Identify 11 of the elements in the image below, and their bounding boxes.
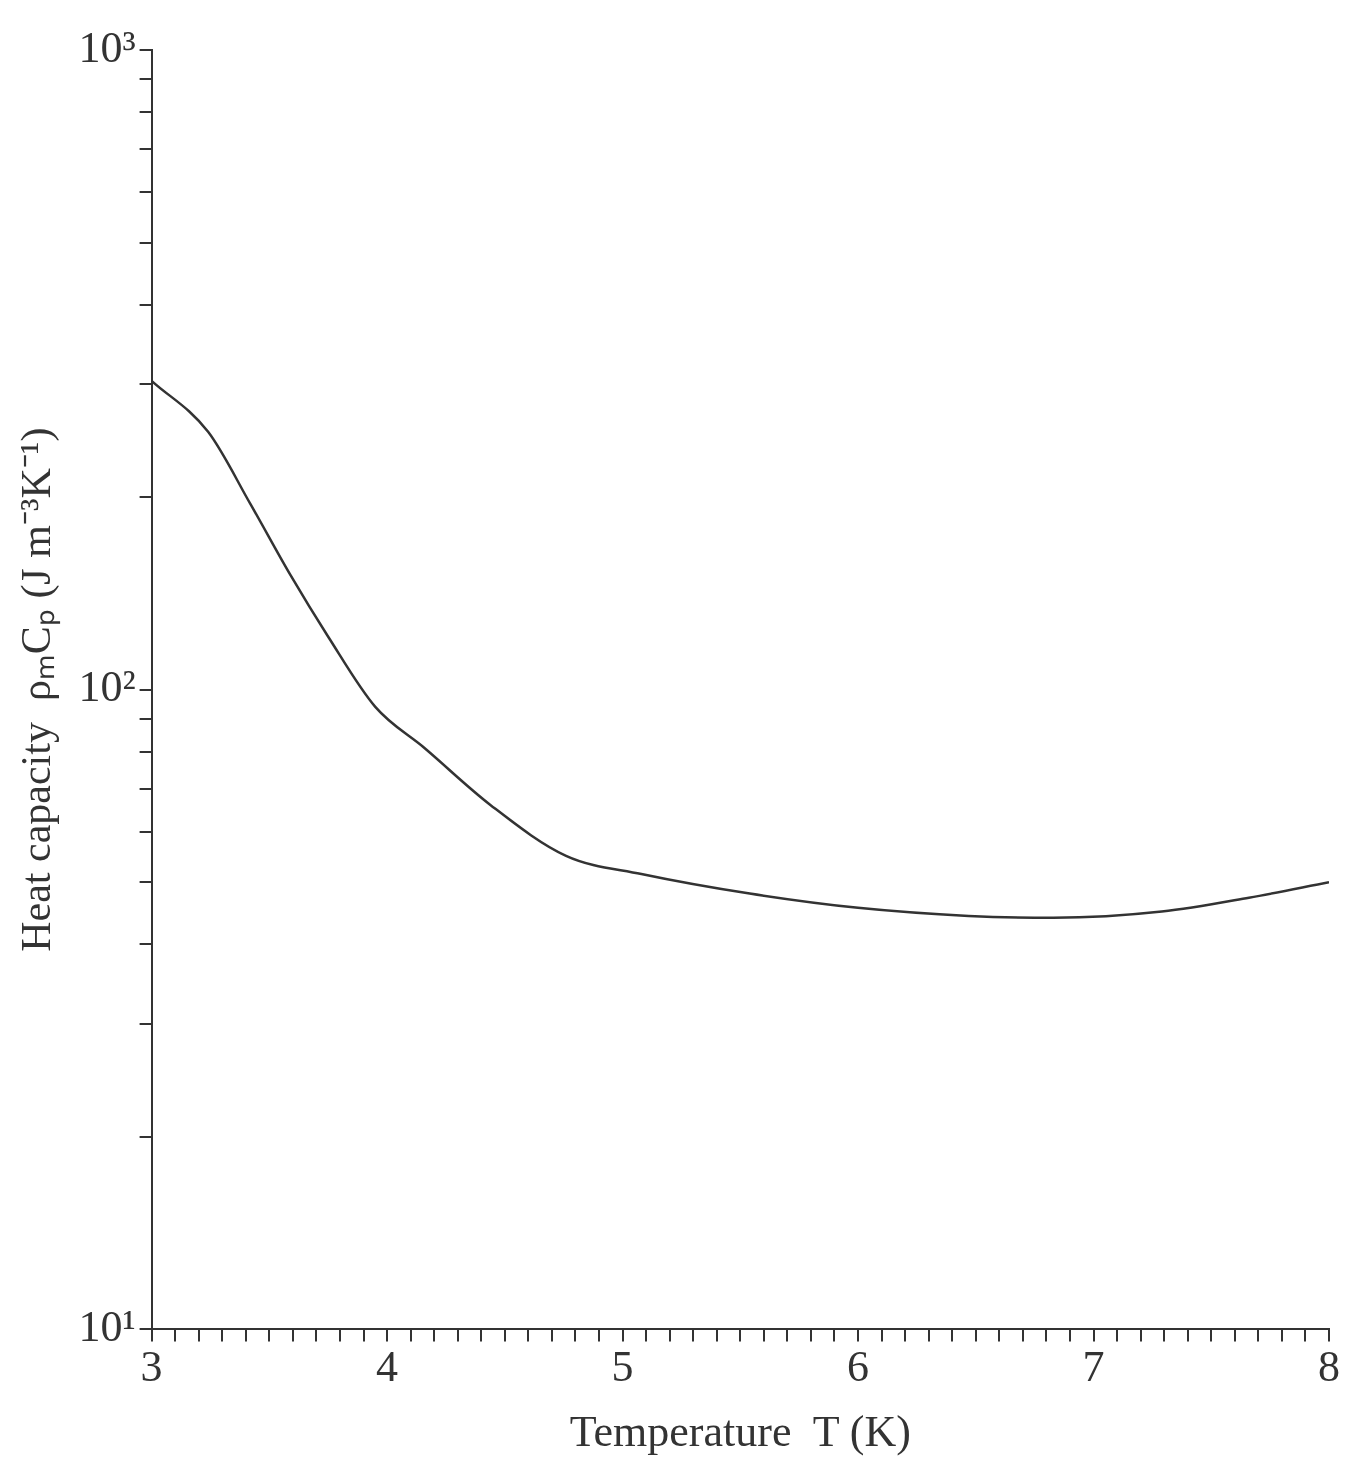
x-tick-label: 7 [1082, 1342, 1105, 1392]
y-tick-label: 10³ [78, 22, 136, 72]
x-tick-label: 4 [376, 1342, 399, 1392]
y-tick-label: 10² [78, 662, 136, 712]
x-tick-label: 5 [611, 1342, 634, 1392]
x-tick-label: 8 [1318, 1342, 1340, 1392]
x-tick-label: 3 [140, 1342, 163, 1392]
x-tick-label: 6 [847, 1342, 870, 1392]
y-axis-title: Heat capacity ρₘCₚ (J m⁻³K⁻¹) [13, 427, 62, 952]
x-axis-title: Temperature T (K) [569, 1407, 911, 1457]
y-tick-label: 10¹ [78, 1301, 136, 1351]
